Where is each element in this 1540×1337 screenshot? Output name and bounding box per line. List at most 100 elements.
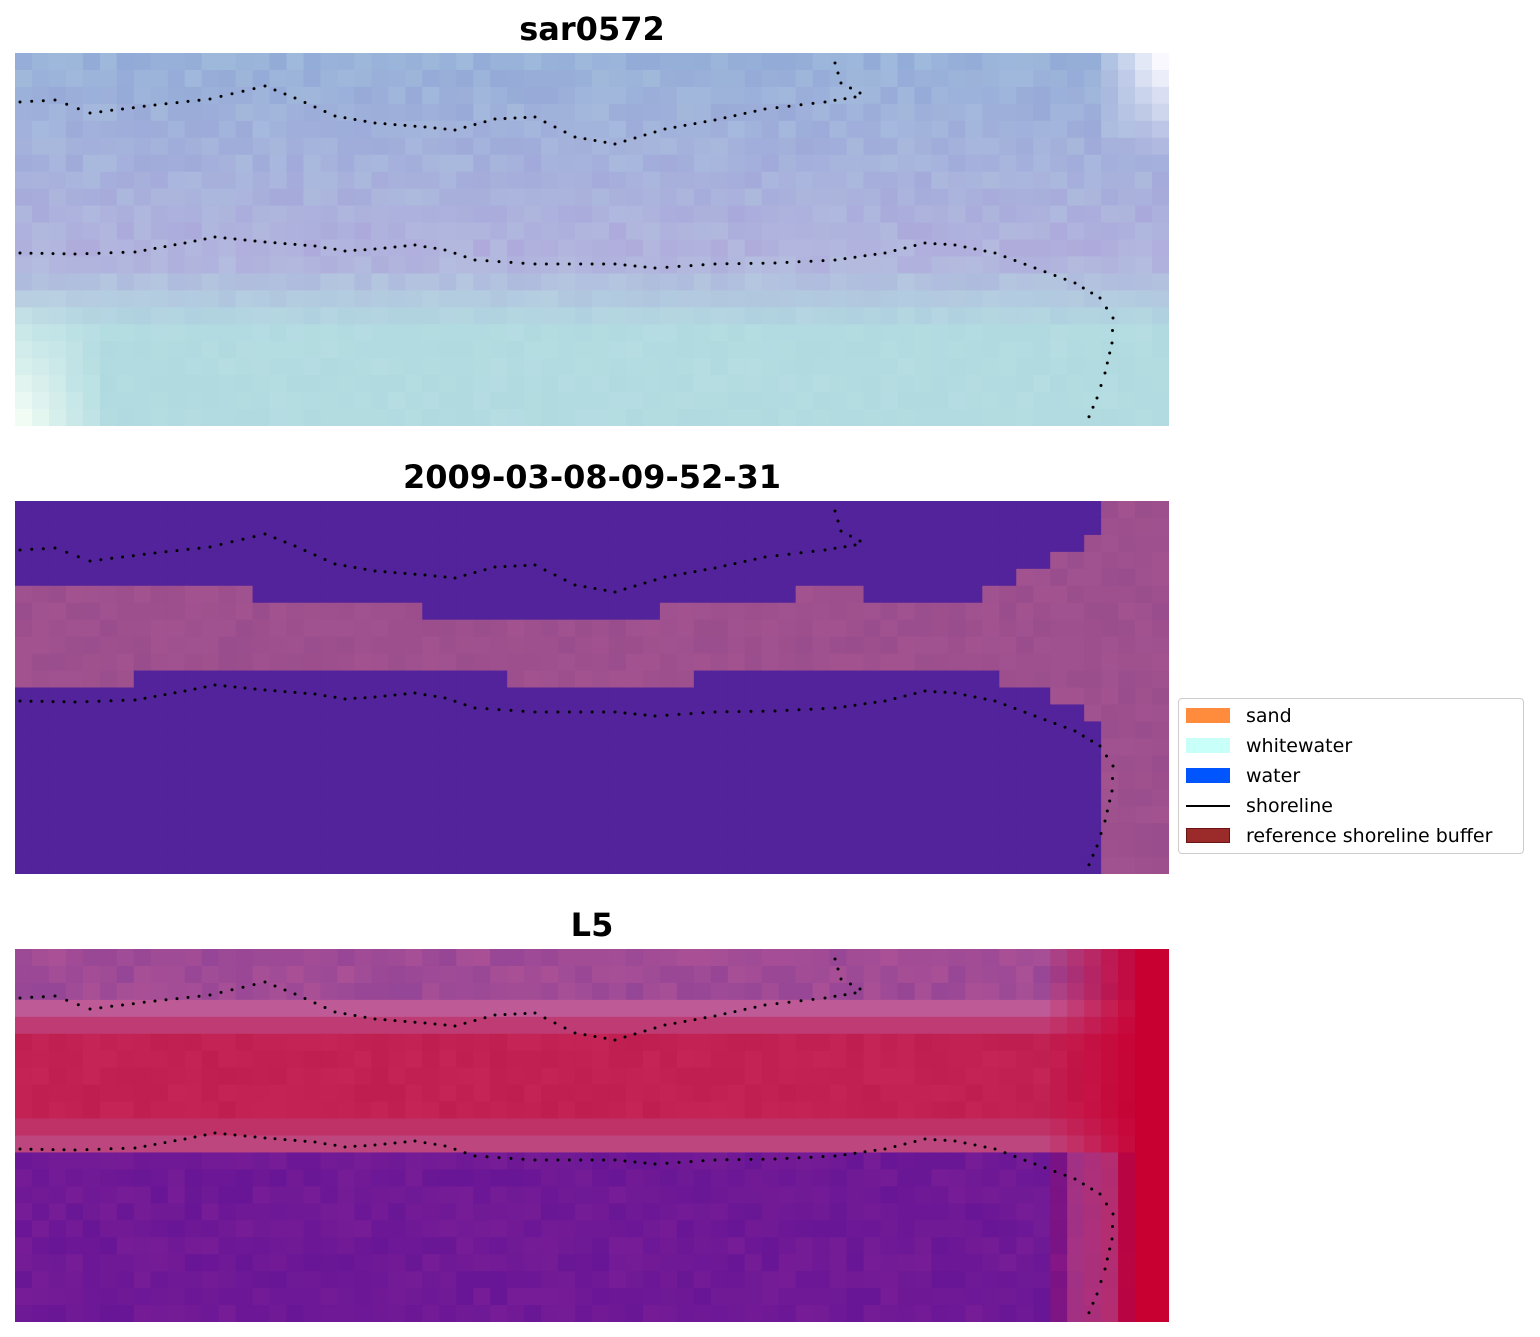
pixel-cell	[422, 653, 440, 672]
pixel-cell	[456, 1033, 474, 1052]
pixel-cell	[642, 857, 661, 874]
pixel-cell	[592, 1016, 610, 1035]
pixel-cell	[592, 256, 610, 274]
pixel-cell	[201, 1169, 220, 1187]
pixel-cell	[405, 256, 423, 274]
pixel-cell	[320, 103, 339, 122]
pixel-cell	[659, 1118, 678, 1137]
pixel-cell	[490, 1254, 508, 1272]
pixel-cell	[761, 534, 780, 553]
pixel-cell	[116, 585, 135, 604]
pixel-cell	[354, 840, 372, 858]
pixel-cell	[1050, 1152, 1068, 1170]
pixel-cell	[320, 982, 339, 1001]
pixel-cell	[31, 1084, 50, 1103]
pixel-cell	[1050, 358, 1068, 376]
pixel-cell	[795, 1186, 814, 1204]
shoreline-dot	[62, 252, 66, 256]
pixel-cell	[710, 307, 729, 325]
pixel-cell	[1050, 999, 1068, 1018]
pixel-cell	[931, 721, 949, 739]
pixel-cell	[456, 1237, 474, 1255]
pixel-cell	[116, 1271, 135, 1289]
pixel-cell	[676, 501, 695, 519]
pixel-cell	[846, 1305, 865, 1322]
pixel-cell	[82, 619, 101, 638]
pixel-cell	[1135, 585, 1153, 604]
pixel-cell	[744, 375, 763, 393]
pixel-cell	[625, 137, 644, 156]
pixel-cell	[1152, 1135, 1169, 1154]
pixel-cell	[999, 86, 1017, 105]
pixel-cell	[1050, 53, 1068, 71]
pixel-cell	[320, 1118, 339, 1137]
pixel-cell	[914, 171, 933, 190]
pixel-cell	[541, 501, 559, 519]
pixel-cell	[999, 670, 1017, 689]
pixel-cell	[965, 501, 983, 519]
pixel-cell	[965, 1067, 983, 1086]
shoreline-dot	[109, 699, 113, 703]
pixel-cell	[490, 670, 508, 689]
pixel-cell	[388, 1203, 406, 1221]
pixel-cell	[218, 704, 237, 722]
pixel-cell	[812, 69, 831, 88]
pixel-cell	[592, 1118, 610, 1137]
shoreline-dot	[497, 260, 501, 264]
shoreline-dot	[983, 697, 987, 701]
pixel-cell	[778, 999, 797, 1018]
pixel-cell	[235, 602, 254, 621]
shoreline-dot	[633, 584, 637, 588]
pixel-cell	[1050, 806, 1068, 824]
pixel-cell	[354, 1254, 372, 1272]
shoreline-dot	[51, 700, 55, 704]
pixel-cell	[133, 551, 152, 570]
pixel-cell	[1084, 256, 1102, 274]
pixel-cell	[82, 806, 101, 824]
pixel-cell	[490, 53, 508, 71]
pixel-cell	[1152, 375, 1169, 393]
pixel-cell	[286, 53, 305, 71]
pixel-cell	[592, 568, 610, 587]
shoreline-dot	[533, 262, 537, 266]
shoreline-dot	[252, 87, 256, 91]
pixel-cell	[286, 358, 305, 376]
pixel-cell	[676, 965, 695, 984]
pixel-cell	[727, 840, 746, 858]
pixel-cell	[1050, 188, 1068, 207]
pixel-cell	[965, 69, 983, 88]
pixel-cell	[795, 670, 814, 689]
pixel-cell	[65, 1220, 84, 1238]
pixel-cell	[439, 738, 457, 756]
pixel-cell	[999, 568, 1017, 587]
pixel-cell	[1118, 949, 1136, 967]
pixel-cell	[31, 324, 50, 342]
pixel-cell	[897, 840, 916, 858]
pixel-cell	[218, 120, 237, 139]
pixel-cell	[999, 409, 1017, 426]
pixel-cell	[167, 1135, 186, 1154]
pixel-cell	[1101, 965, 1119, 984]
pixel-cell	[371, 1101, 389, 1120]
pixel-cell	[982, 1203, 1000, 1221]
pixel-cell	[184, 341, 203, 359]
pixel-cell	[880, 1271, 899, 1289]
pixel-cell	[150, 1067, 169, 1086]
pixel-cell	[965, 154, 983, 173]
pixel-cell	[592, 551, 610, 570]
pixel-cell	[1101, 1118, 1119, 1137]
pixel-cell	[625, 1288, 644, 1306]
pixel-cell	[371, 823, 389, 841]
pixel-cell	[286, 1118, 305, 1137]
shoreline-dot	[723, 1012, 727, 1016]
pixel-cell	[65, 171, 84, 190]
shoreline-dot	[333, 247, 337, 251]
pixel-cell	[897, 324, 916, 342]
shoreline-dot	[509, 260, 513, 264]
pixel-cell	[795, 653, 814, 672]
pixel-cell	[829, 619, 848, 638]
pixel-cell	[354, 1169, 372, 1187]
pixel-cell	[82, 1067, 101, 1086]
pixel-cell	[65, 1152, 84, 1170]
pixel-cell	[778, 86, 797, 105]
